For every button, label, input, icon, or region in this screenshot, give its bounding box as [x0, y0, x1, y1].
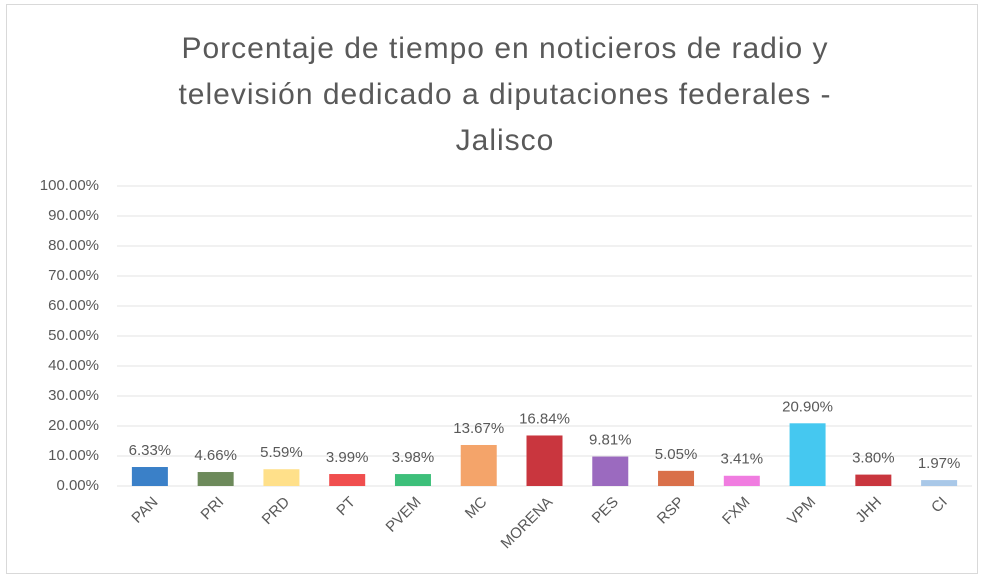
value-label: 1.97%: [918, 455, 961, 472]
value-label: 9.81%: [589, 432, 632, 449]
value-label: 5.05%: [655, 446, 698, 463]
x-tick-label: PT: [333, 494, 359, 520]
bar: [658, 470, 695, 486]
y-tick-label: 20.00%: [48, 417, 99, 434]
y-tick-label: 10.00%: [48, 447, 99, 464]
value-label: 4.66%: [194, 447, 237, 464]
x-tick-label: RSP: [654, 494, 688, 528]
x-tick-label: PAN: [128, 494, 161, 527]
bar: [855, 474, 892, 486]
chart-frame: [6, 4, 978, 574]
y-tick-label: 0.00%: [56, 477, 99, 494]
y-tick-label: 70.00%: [48, 267, 99, 284]
bar: [592, 456, 629, 486]
value-label: 3.98%: [392, 449, 435, 466]
x-tick-label: JHH: [852, 494, 885, 527]
value-label: 3.80%: [852, 450, 895, 467]
bar: [131, 467, 168, 486]
x-tick-label: PVEM: [383, 494, 425, 536]
x-tick-label: MORENA: [498, 494, 557, 553]
x-tick-label: MC: [462, 493, 491, 522]
chart-title: Porcentaje de tiempo en noticieros de ra…: [178, 32, 832, 157]
value-label: 3.99%: [326, 449, 369, 466]
bar: [921, 480, 958, 486]
y-tick-label: 50.00%: [48, 327, 99, 344]
bar: [460, 444, 497, 486]
x-tick-label: PES: [589, 494, 622, 527]
bar: [789, 423, 826, 486]
bar: [197, 472, 234, 486]
x-tick-label: PRI: [198, 494, 228, 524]
y-tick-label: 80.00%: [48, 237, 99, 254]
value-label: 20.90%: [782, 398, 833, 415]
value-label: 6.33%: [129, 442, 172, 459]
x-tick-label: FXM: [719, 494, 753, 528]
bar: [394, 474, 431, 486]
bar: [526, 435, 563, 486]
value-label: 13.67%: [453, 420, 504, 437]
y-tick-label: 60.00%: [48, 297, 99, 314]
value-label: 3.41%: [721, 451, 764, 468]
x-tick-label: CI: [928, 494, 951, 517]
bar: [263, 469, 300, 486]
y-tick-label: 40.00%: [48, 357, 99, 374]
y-tick-label: 30.00%: [48, 387, 99, 404]
bar: [329, 474, 366, 486]
bar: [723, 475, 760, 486]
y-tick-label: 100.00%: [40, 177, 99, 194]
value-label: 5.59%: [260, 444, 303, 461]
x-tick-label: VPM: [784, 494, 819, 529]
y-tick-label: 90.00%: [48, 207, 99, 224]
value-label: 16.84%: [519, 410, 570, 427]
x-tick-label: PRD: [259, 493, 294, 528]
